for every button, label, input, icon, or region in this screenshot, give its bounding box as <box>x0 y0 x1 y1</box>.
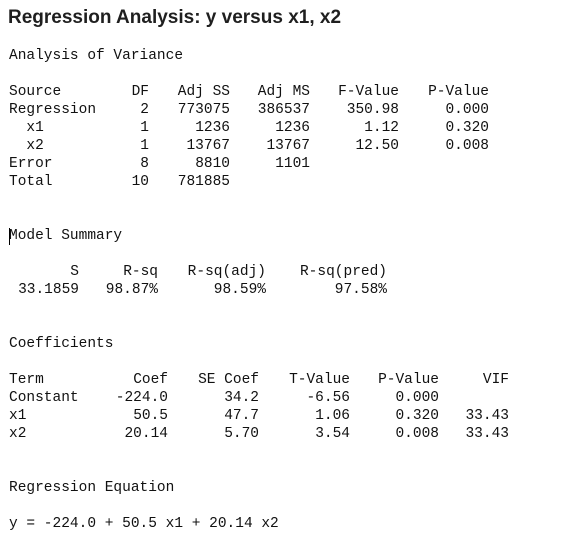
anova-row: Error 8 8810 1101 <box>9 155 569 173</box>
coefficients-heading: Coefficients <box>9 336 114 352</box>
coef-p-value: 0.008 <box>395 426 439 442</box>
coef-term: x1 <box>9 408 27 424</box>
anova-adj-ms: 386537 <box>257 102 310 118</box>
anova-f-value: 12.50 <box>355 138 399 154</box>
anova-source: Total <box>9 174 53 190</box>
anova-source: Error <box>9 156 53 172</box>
anova-source: x2 <box>9 138 44 154</box>
text-cursor <box>9 228 10 245</box>
coef-t-value: -6.56 <box>306 390 350 406</box>
coef-vif: 33.43 <box>465 426 509 442</box>
coefficients-header-row: Term Coef SE Coef T-Value P-Value VIF <box>9 371 569 389</box>
anova-adj-ss: 8810 <box>195 156 230 172</box>
model-summary-header-row: S R-sq R-sq(adj) R-sq(pred) <box>9 263 569 281</box>
anova-adj-ms: 1236 <box>275 120 310 136</box>
anova-adj-ms: 1101 <box>275 156 310 172</box>
anova-df: 2 <box>140 102 149 118</box>
page-title: Regression Analysis: y versus x1, x2 <box>8 7 342 28</box>
coef-header-se: SE Coef <box>198 372 259 388</box>
anova-row: x2 1 13767 13767 12.50 0.008 <box>9 137 569 155</box>
coef-value: 50.5 <box>133 408 168 424</box>
coefficients-row: Constant -224.0 34.2 -6.56 0.000 <box>9 389 569 407</box>
anova-p-value: 0.320 <box>445 120 489 136</box>
coef-header-coef: Coef <box>133 372 168 388</box>
anova-df: 1 <box>140 120 149 136</box>
anova-adj-ss: 1236 <box>195 120 230 136</box>
anova-df: 10 <box>131 174 149 190</box>
equation-heading: Regression Equation <box>9 480 175 496</box>
summary-rsq: 98.87% <box>105 282 158 298</box>
anova-header-f-value: F-Value <box>338 84 399 100</box>
anova-f-value: 350.98 <box>346 102 399 118</box>
anova-header-adj-ss: Adj SS <box>177 84 230 100</box>
anova-adj-ss: 773075 <box>177 102 230 118</box>
model-summary-values-row: 33.1859 98.87% 98.59% 97.58% <box>9 281 569 299</box>
anova-row: Regression 2 773075 386537 350.98 0.000 <box>9 101 569 119</box>
anova-p-value: 0.000 <box>445 102 489 118</box>
coef-t-value: 3.54 <box>315 426 350 442</box>
anova-row: x1 1 1236 1236 1.12 0.320 <box>9 119 569 137</box>
coef-se: 5.70 <box>224 426 259 442</box>
coefficients-row: x2 20.14 5.70 3.54 0.008 33.43 <box>9 425 569 443</box>
coef-se: 34.2 <box>224 390 259 406</box>
coef-header-t-value: T-Value <box>289 372 350 388</box>
anova-row: Total 10 781885 <box>9 173 569 191</box>
regression-equation: y = -224.0 + 50.5 x1 + 20.14 x2 <box>9 516 279 532</box>
summary-header-s: S <box>70 264 79 280</box>
summary-rsq-adj: 98.59% <box>213 282 266 298</box>
anova-header-df: DF <box>131 84 149 100</box>
coef-p-value: 0.000 <box>395 390 439 406</box>
anova-adj-ms: 13767 <box>266 138 310 154</box>
coef-term: x2 <box>9 426 27 442</box>
coefficients-row: x1 50.5 47.7 1.06 0.320 33.43 <box>9 407 569 425</box>
anova-header-adj-ms: Adj MS <box>257 84 310 100</box>
anova-header-p-value: P-Value <box>428 84 489 100</box>
anova-p-value: 0.008 <box>445 138 489 154</box>
coef-header-term: Term <box>9 372 44 388</box>
coef-term: Constant <box>9 390 79 406</box>
anova-f-value: 1.12 <box>364 120 399 136</box>
model-summary-heading: Model Summary <box>9 228 123 244</box>
summary-header-rsq-adj: R-sq(adj) <box>187 264 266 280</box>
summary-header-rsq-pred: R-sq(pred) <box>299 264 387 280</box>
coef-t-value: 1.06 <box>315 408 350 424</box>
anova-df: 8 <box>140 156 149 172</box>
coef-header-p-value: P-Value <box>378 372 439 388</box>
coef-header-vif: VIF <box>482 372 509 388</box>
anova-source: x1 <box>9 120 44 136</box>
coef-se: 47.7 <box>224 408 259 424</box>
anova-adj-ss: 781885 <box>177 174 230 190</box>
anova-heading: Analysis of Variance <box>9 48 184 64</box>
summary-rsq-pred: 97.58% <box>334 282 387 298</box>
coef-p-value: 0.320 <box>395 408 439 424</box>
summary-header-rsq: R-sq <box>123 264 158 280</box>
anova-header-row: Source DF Adj SS Adj MS F-Value P-Value <box>9 83 569 101</box>
coef-value: 20.14 <box>124 426 168 442</box>
anova-source: Regression <box>9 102 97 118</box>
coef-vif: 33.43 <box>465 408 509 424</box>
summary-s: 33.1859 <box>18 282 79 298</box>
anova-df: 1 <box>140 138 149 154</box>
anova-header-source: Source <box>9 84 62 100</box>
coef-value: -224.0 <box>115 390 168 406</box>
anova-adj-ss: 13767 <box>186 138 230 154</box>
